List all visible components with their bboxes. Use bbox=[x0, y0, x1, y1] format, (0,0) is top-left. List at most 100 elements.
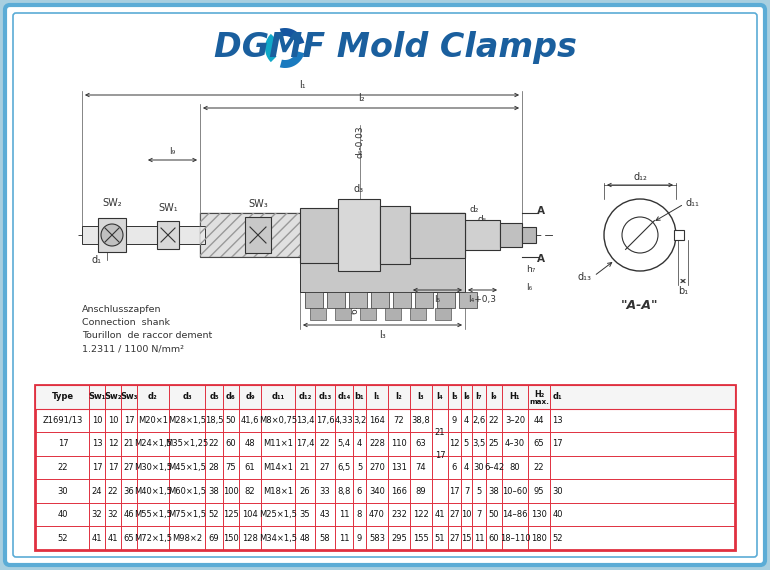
Text: 3,5: 3,5 bbox=[472, 439, 486, 449]
Text: d₁₂: d₁₂ bbox=[298, 392, 312, 401]
Text: l₅: l₅ bbox=[434, 295, 440, 304]
FancyBboxPatch shape bbox=[13, 13, 757, 557]
Polygon shape bbox=[280, 51, 304, 68]
Bar bbox=[500, 223, 522, 247]
Text: d₁₂: d₁₂ bbox=[633, 172, 647, 182]
Polygon shape bbox=[280, 28, 304, 45]
Text: 17: 17 bbox=[449, 487, 460, 495]
Circle shape bbox=[604, 199, 676, 271]
Text: d₅: d₅ bbox=[209, 392, 219, 401]
Bar bbox=[380, 206, 410, 264]
Text: 13,4: 13,4 bbox=[296, 416, 314, 425]
Text: H₁: H₁ bbox=[510, 392, 521, 401]
Text: 4: 4 bbox=[357, 439, 362, 449]
Bar bbox=[385, 308, 401, 320]
Bar bbox=[200, 213, 465, 257]
Text: 155: 155 bbox=[413, 534, 429, 543]
Text: 4–30: 4–30 bbox=[505, 439, 525, 449]
Text: 38,8: 38,8 bbox=[412, 416, 430, 425]
Text: 104: 104 bbox=[242, 510, 258, 519]
Text: l₂: l₂ bbox=[396, 392, 403, 401]
Bar bbox=[465, 220, 500, 250]
Text: 9: 9 bbox=[357, 534, 362, 543]
Text: 9: 9 bbox=[452, 416, 457, 425]
Text: 32: 32 bbox=[92, 510, 102, 519]
Text: 89: 89 bbox=[416, 487, 427, 495]
Text: 10: 10 bbox=[108, 416, 119, 425]
Text: 58: 58 bbox=[320, 534, 330, 543]
Text: M35×1,25: M35×1,25 bbox=[166, 439, 209, 449]
Text: 11: 11 bbox=[339, 510, 350, 519]
Text: M75×1,5: M75×1,5 bbox=[168, 510, 206, 519]
Bar bbox=[200, 213, 465, 257]
Text: 22: 22 bbox=[320, 439, 330, 449]
Text: 10–60: 10–60 bbox=[502, 487, 527, 495]
Text: 43: 43 bbox=[320, 510, 330, 519]
Text: d₁₄: d₁₄ bbox=[337, 392, 350, 401]
Bar bbox=[35, 385, 735, 409]
Text: 52: 52 bbox=[58, 534, 69, 543]
Text: Connection  shank: Connection shank bbox=[82, 318, 170, 327]
Bar bbox=[310, 308, 326, 320]
Text: 10: 10 bbox=[92, 416, 102, 425]
Text: d₃: d₃ bbox=[354, 184, 364, 194]
Text: b₁: b₁ bbox=[678, 286, 688, 296]
Text: 22: 22 bbox=[209, 439, 219, 449]
Text: l₄+0,3: l₄+0,3 bbox=[468, 295, 497, 304]
Text: M55×1,5: M55×1,5 bbox=[134, 510, 172, 519]
Text: 5: 5 bbox=[357, 463, 362, 472]
Text: Sw₁: Sw₁ bbox=[89, 392, 105, 401]
FancyBboxPatch shape bbox=[5, 5, 765, 565]
Text: 24: 24 bbox=[92, 487, 102, 495]
Text: 21: 21 bbox=[300, 463, 310, 472]
Text: d₃: d₃ bbox=[182, 392, 192, 401]
Circle shape bbox=[101, 224, 123, 246]
Text: max.: max. bbox=[529, 399, 549, 405]
Text: 18–110: 18–110 bbox=[500, 534, 531, 543]
Text: 63: 63 bbox=[416, 439, 427, 449]
Text: 22: 22 bbox=[489, 416, 499, 425]
Text: 6: 6 bbox=[357, 487, 362, 495]
Bar bbox=[35, 385, 735, 550]
Text: 17,4: 17,4 bbox=[296, 439, 314, 449]
Text: 40: 40 bbox=[552, 510, 563, 519]
Text: 128: 128 bbox=[242, 534, 258, 543]
Text: d₁: d₁ bbox=[92, 255, 102, 265]
Text: SW₂: SW₂ bbox=[102, 198, 122, 208]
Text: 7: 7 bbox=[477, 510, 482, 519]
Text: 30: 30 bbox=[58, 487, 69, 495]
Text: 26: 26 bbox=[300, 487, 310, 495]
Text: 15: 15 bbox=[461, 534, 472, 543]
Text: l₁: l₁ bbox=[373, 392, 380, 401]
Text: 7: 7 bbox=[464, 487, 469, 495]
Text: 35: 35 bbox=[300, 510, 310, 519]
Text: 8,8: 8,8 bbox=[337, 487, 350, 495]
Text: M11×1: M11×1 bbox=[263, 439, 293, 449]
Text: 130: 130 bbox=[531, 510, 547, 519]
Text: M28×1,5: M28×1,5 bbox=[168, 416, 206, 425]
Text: 21: 21 bbox=[435, 428, 445, 437]
Text: Z1691/13: Z1691/13 bbox=[43, 416, 83, 425]
Text: 22: 22 bbox=[534, 463, 544, 472]
Text: 1.2311 / 1100 N/mm²: 1.2311 / 1100 N/mm² bbox=[82, 344, 184, 353]
Text: 75: 75 bbox=[226, 463, 236, 472]
Text: 72: 72 bbox=[393, 416, 404, 425]
Bar bbox=[245, 217, 271, 253]
Text: 65: 65 bbox=[124, 534, 134, 543]
Text: 110: 110 bbox=[391, 439, 407, 449]
Text: 12: 12 bbox=[108, 439, 119, 449]
Text: 27: 27 bbox=[449, 534, 460, 543]
Text: 3,2: 3,2 bbox=[353, 416, 366, 425]
Text: 38: 38 bbox=[209, 487, 219, 495]
Text: 95: 95 bbox=[534, 487, 544, 495]
Text: 61: 61 bbox=[245, 463, 256, 472]
Text: M25×1,5: M25×1,5 bbox=[259, 510, 297, 519]
Text: Tourillon  de raccor dement: Tourillon de raccor dement bbox=[82, 331, 213, 340]
Text: 6–42: 6–42 bbox=[484, 463, 504, 472]
Text: M24×1,5: M24×1,5 bbox=[134, 439, 172, 449]
Text: 4: 4 bbox=[464, 416, 469, 425]
Bar bbox=[327, 292, 345, 308]
Text: 32: 32 bbox=[108, 510, 119, 519]
Text: 40: 40 bbox=[58, 510, 69, 519]
Text: 470: 470 bbox=[369, 510, 385, 519]
